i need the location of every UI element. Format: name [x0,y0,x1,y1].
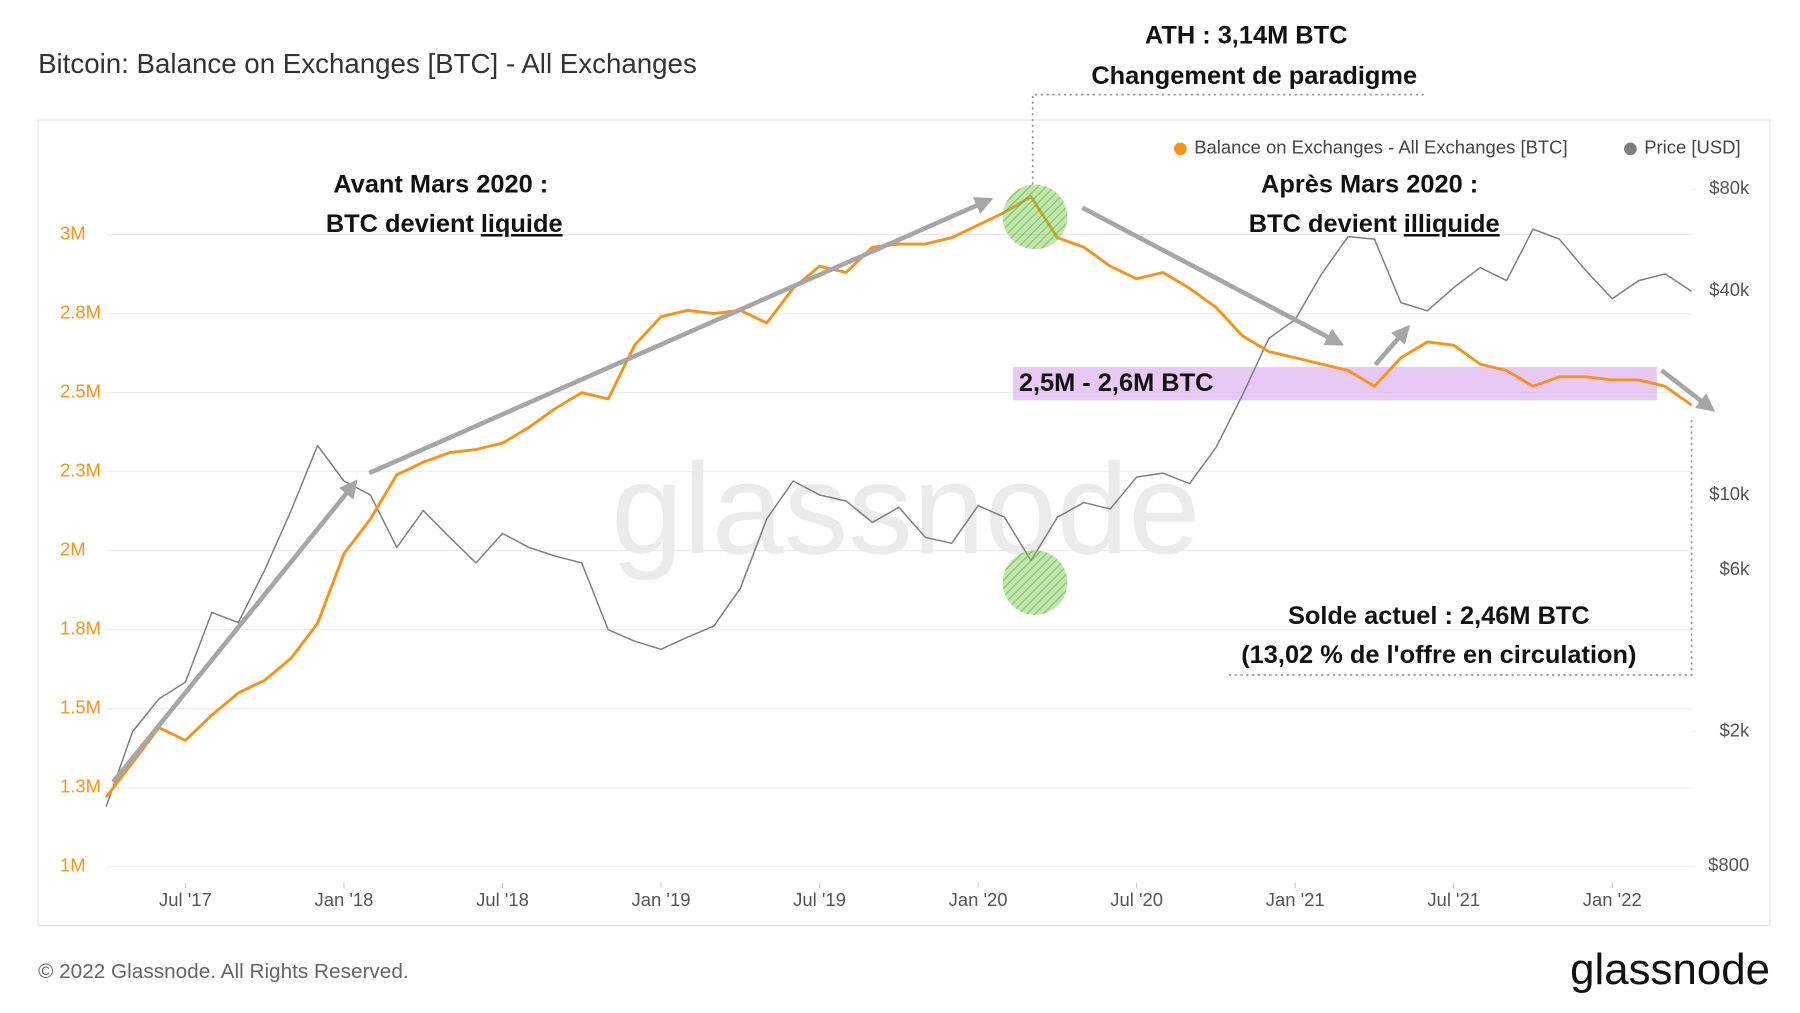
x-tick-label: Jan '18 [314,889,373,910]
annotation: BTC devient illiquide [1249,210,1500,238]
y2-tick-label: $6k [1719,558,1750,579]
series-lines [105,195,1693,807]
x-tick-label: Jul '20 [1110,889,1163,910]
y-tick-label: 2.8M [60,301,101,322]
x-tick-label: Jul '18 [476,889,529,910]
annotation-text: BTC devient [1249,210,1398,238]
annotation: 2,5M - 2,6M BTC [1019,369,1214,397]
y2-tick-label: $10k [1709,483,1750,504]
y-tick-label: 2.5M [60,380,101,401]
x-tick-label: Jul '17 [159,889,212,910]
annotation: ATH : 3,14M BTC [1145,22,1348,50]
legend-label: Price [USD] [1644,137,1740,158]
chart-title: Bitcoin: Balance on Exchanges [BTC] - Al… [38,48,697,79]
y2-tick-label: $2k [1719,719,1750,740]
trend-arrows [111,197,1716,784]
y-tick-label: 1.8M [60,618,101,639]
callout-lines [1031,93,1693,676]
annotation: Après Mars 2020 : [1261,170,1478,198]
annotation: Changement de paradigme [1091,62,1417,90]
x-tick-label: Jan '20 [949,889,1008,910]
x-tick-label: Jul '21 [1427,889,1480,910]
copyright: © 2022 Glassnode. All Rights Reserved. [38,960,409,983]
annotation: (13,02 % de l'offre en circulation) [1241,641,1636,669]
y-tick-label: 1.3M [60,776,101,797]
grid: 1M 1.3M 1.5M 1.8M 2M 2.3M 2.5M 2.8M 3M $800 $2k $6k… [60,177,1750,910]
series-line [105,195,1693,799]
y-tick-label: 2.3M [60,460,101,481]
y-tick-label: 3M [60,222,86,243]
logo: glassnode [1570,945,1770,994]
legend-swatch [1624,142,1637,156]
x-tick-label: Jul '19 [793,889,846,910]
annotation: BTC devient liquide [326,210,563,238]
legend: Balance on Exchanges - All Exchanges [BT… [1174,137,1741,158]
highlight-circle [1002,184,1068,250]
y2-tick-label: $40k [1709,279,1750,300]
legend-label: Balance on Exchanges - All Exchanges [BT… [1194,137,1567,158]
annotation-emphasis: liquide [481,210,563,238]
chart-frame [37,119,1771,926]
series-line [105,228,1692,807]
annotation-emphasis: illiquide [1404,210,1500,238]
watermark: glassnode [611,437,1200,581]
annotation: Solde actuel : 2,46M BTC [1288,602,1590,630]
y2-tick-label: $800 [1708,854,1749,875]
y-tick-label: 1M [60,855,86,876]
x-tick-label: Jan '21 [1266,889,1325,910]
x-tick-label: Jan '22 [1583,889,1642,910]
annotation-text: BTC devient [326,210,475,238]
annotation: Avant Mars 2020 : [333,170,548,198]
y-tick-label: 2M [60,539,86,560]
x-tick-label: Jan '19 [632,889,691,910]
y-tick-label: 1.5M [60,697,101,718]
highlight-circle [1002,550,1068,615]
legend-swatch [1174,142,1187,156]
y2-tick-label: $80k [1709,177,1750,198]
highlight-band [1013,366,1657,401]
